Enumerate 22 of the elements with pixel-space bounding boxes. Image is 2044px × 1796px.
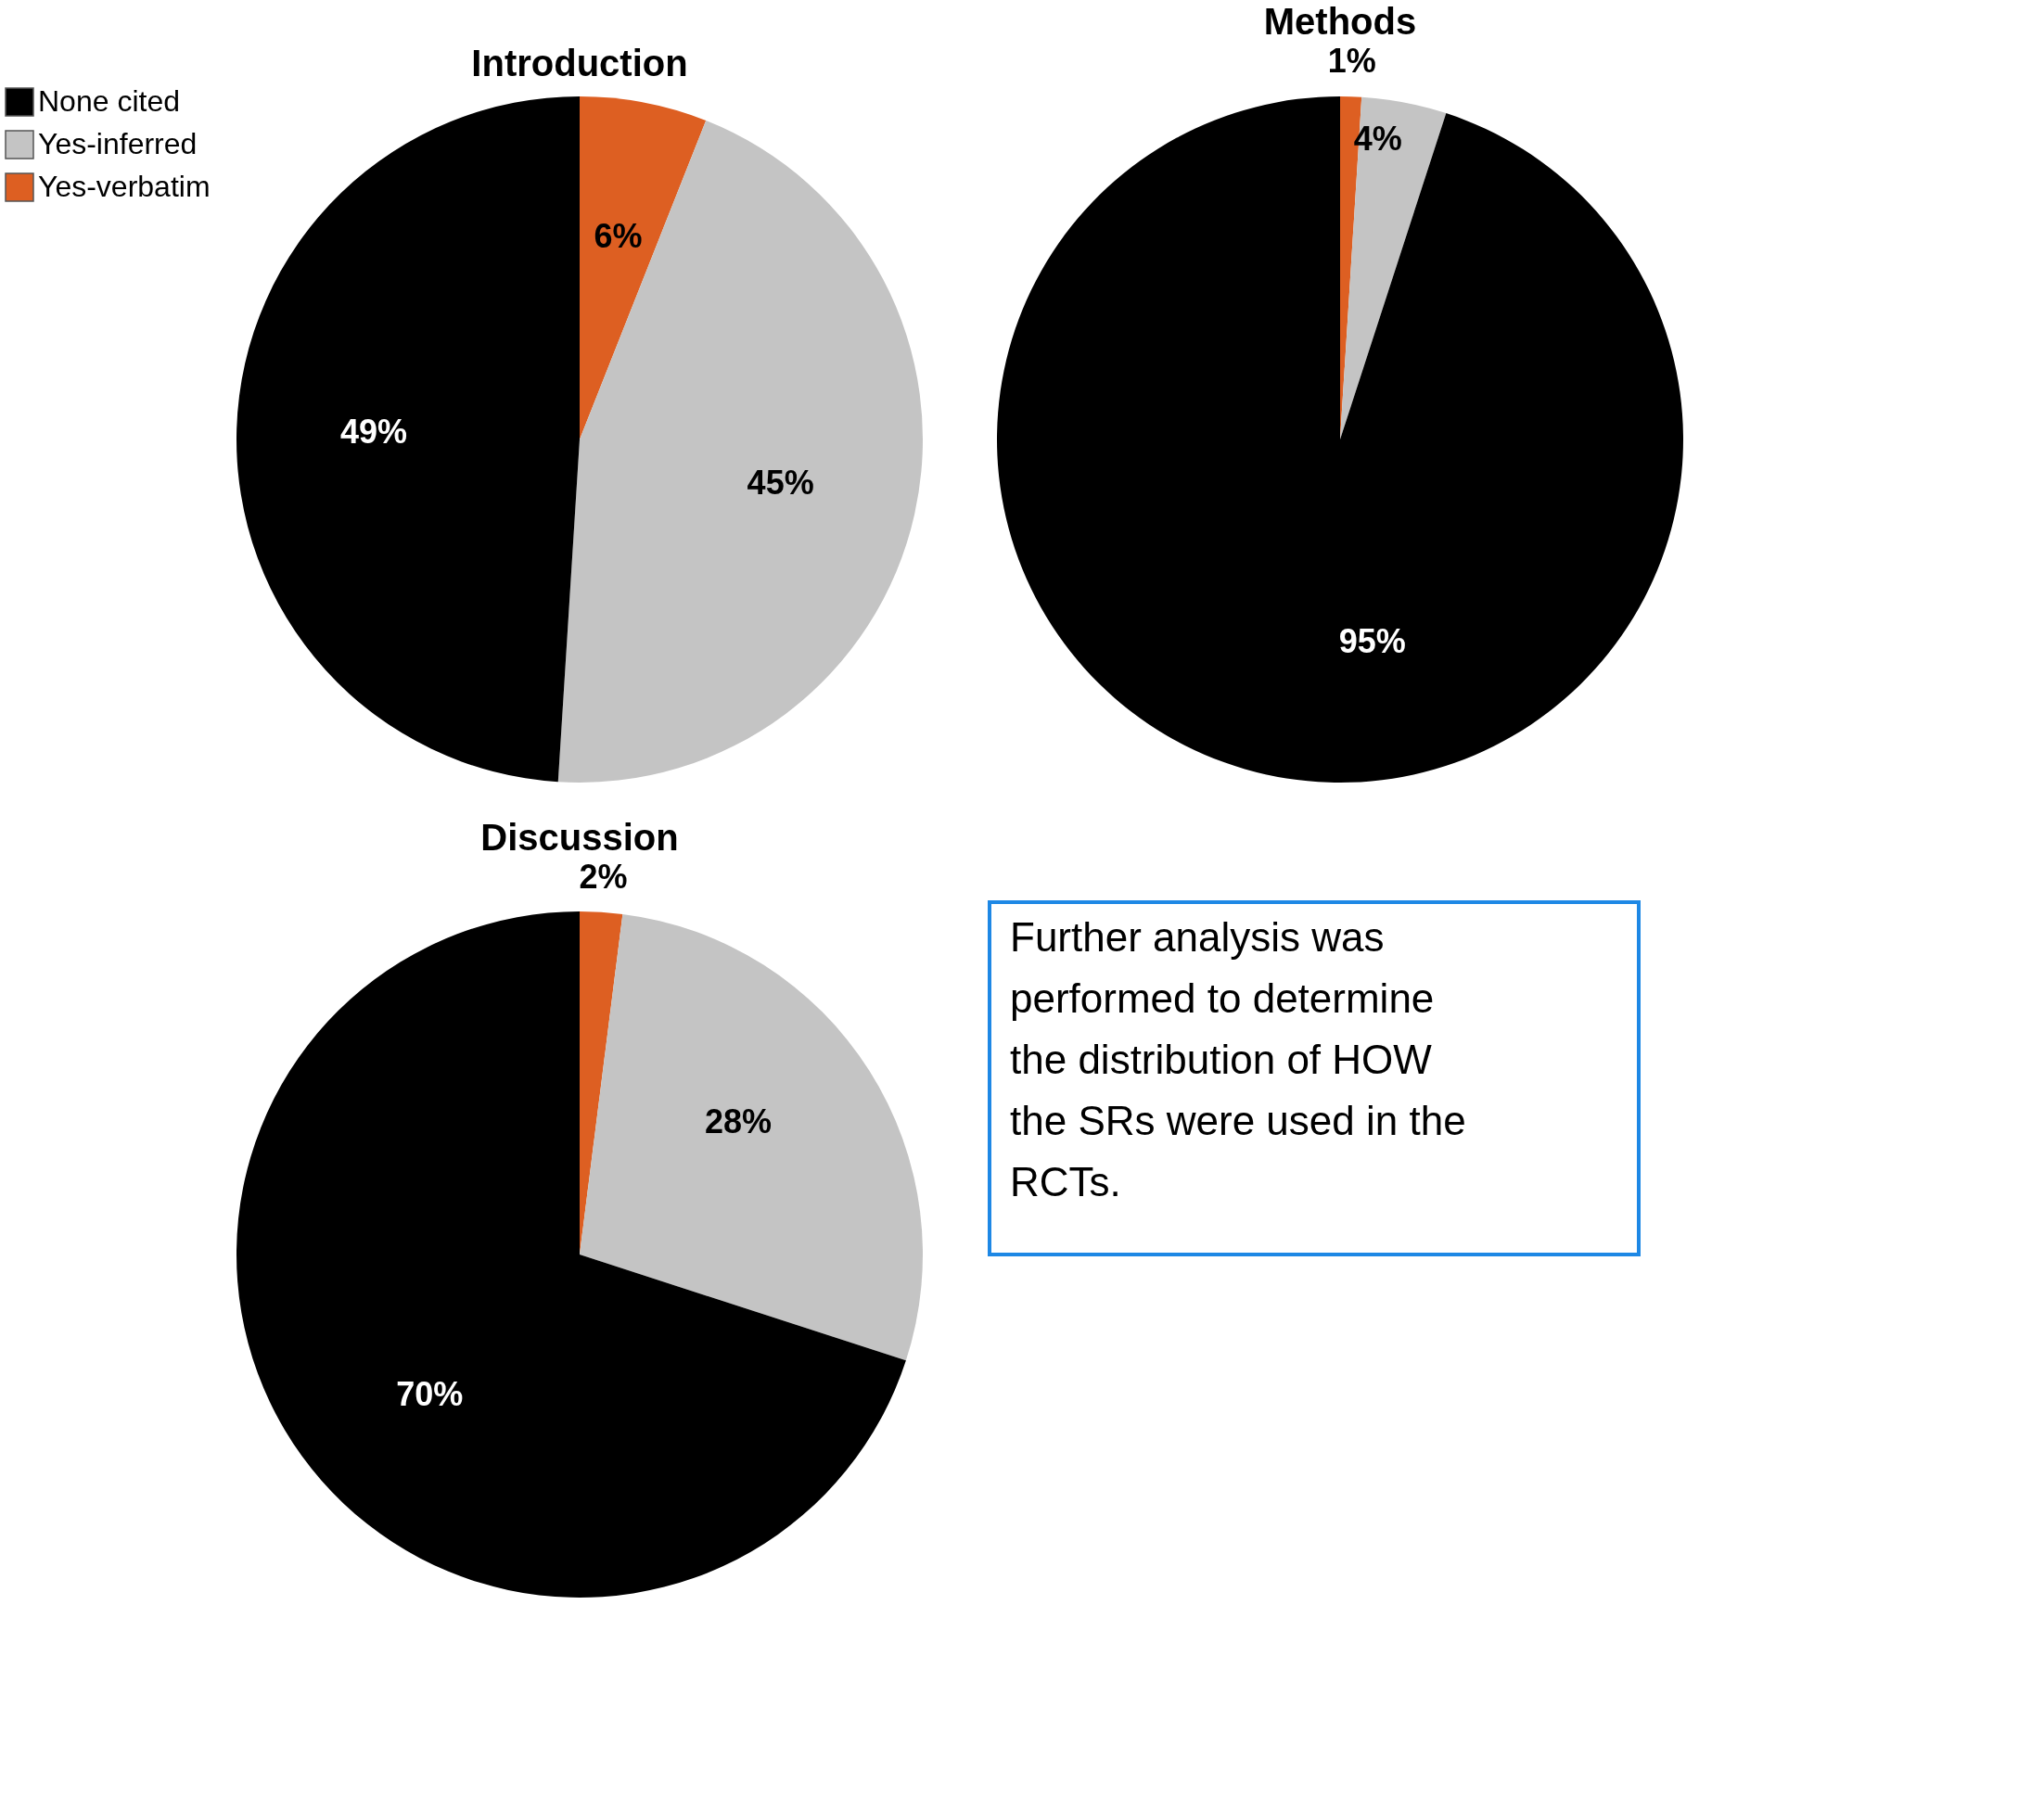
data-label: 70% [396,1374,464,1413]
pie-slice [1340,96,1447,439]
pie-slice [997,96,1683,783]
text: Further analysis was performed to determine the distribution of HOW the SRs were used in the RCTs. [1010,914,1466,1204]
pie-slice [236,96,580,783]
pie-slice [236,911,906,1598]
chart-title: Discussion [480,816,679,858]
legend-label: None cited [38,84,180,118]
data-label: 28% [705,1102,773,1141]
legend-label: Yes-verbatim [38,170,211,203]
data-label: 45% [747,464,814,503]
data-label: 95% [1338,622,1406,661]
pie-slice [557,120,923,783]
chart-title: Methods [1263,1,1417,43]
legend-label: Yes-inferred [38,127,198,160]
data-label: 1% [1327,42,1376,81]
data-label: 49% [340,413,408,452]
pie-slice [580,913,923,1361]
pie-slice [580,96,707,439]
data-label: 6% [594,216,643,255]
chart-title: Introduction [471,43,688,83]
data-label: 2% [579,857,628,896]
